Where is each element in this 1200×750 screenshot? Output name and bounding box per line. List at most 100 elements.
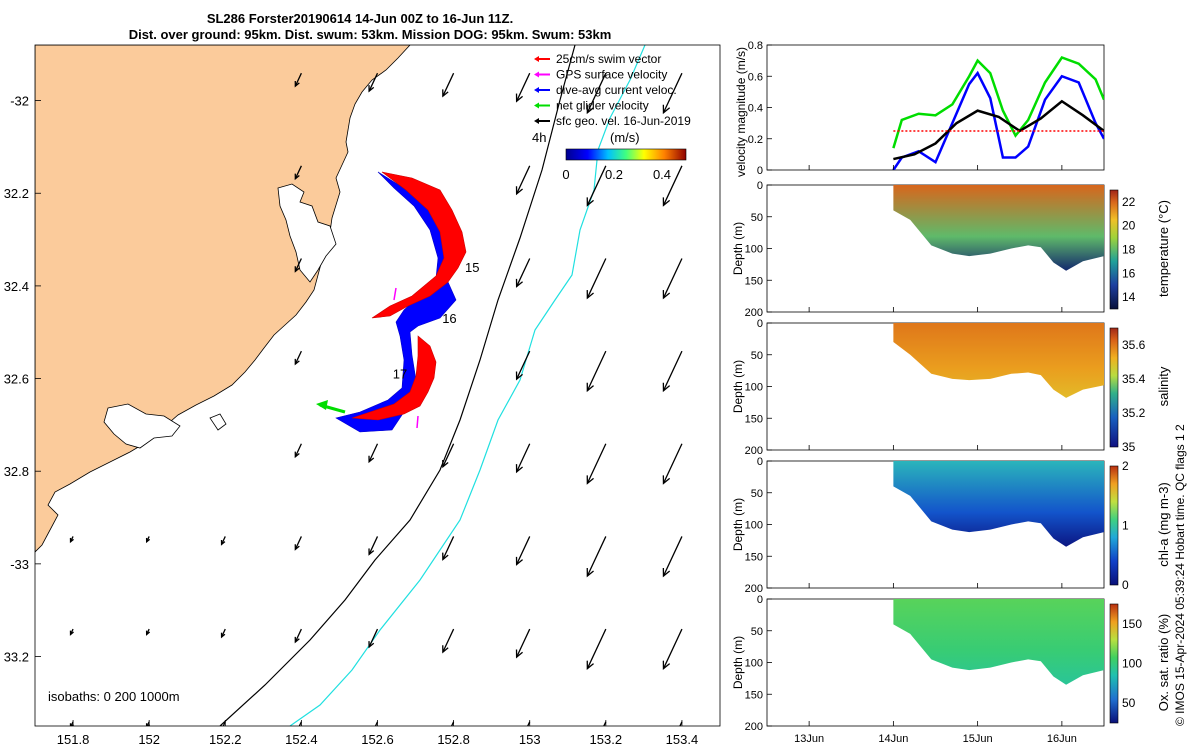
day-label: 17 xyxy=(393,367,407,382)
map-legend: 25cm/s swim vector GPS surface velocitydi… xyxy=(534,52,691,128)
geo-arrow xyxy=(298,721,302,726)
lake-2 xyxy=(103,403,181,449)
geo-arrow xyxy=(294,72,302,87)
geo-arrow xyxy=(586,536,607,577)
velocity-y-tick-label: 0.6 xyxy=(748,71,763,83)
section-y-tick-label: 150 xyxy=(745,413,763,425)
geo-arrowhead xyxy=(515,556,523,566)
section-y-tick-label: 100 xyxy=(745,658,763,670)
colorbar-tick-label: 2 xyxy=(1122,459,1129,473)
velocity-y-tick-label: 0 xyxy=(757,165,763,177)
geo-arrow xyxy=(516,628,531,658)
section-ylabel: Depth (m) xyxy=(731,222,745,275)
geo-arrow xyxy=(586,443,607,484)
geo-arrowhead xyxy=(662,290,671,300)
map-y-tick-label: -32 xyxy=(10,94,29,109)
colorbar-tick-label: 35.4 xyxy=(1122,372,1146,386)
geo-arrow xyxy=(368,536,379,555)
geo-arrowhead xyxy=(368,548,375,556)
section-ylabel: Depth (m) xyxy=(731,498,745,551)
legend-swatch-head xyxy=(534,102,539,109)
legend-label: sfc geo. vel. 16-Jun-2019 xyxy=(556,114,691,128)
velocity-series-line xyxy=(892,70,1104,170)
legend-label: 25cm/s swim vector xyxy=(556,52,661,66)
geo-arrow xyxy=(516,72,531,102)
geo-arrowhead xyxy=(515,649,523,659)
map-y-tick-label: 32.4 xyxy=(4,279,29,294)
geo-arrowhead xyxy=(442,89,449,98)
geo-arrowhead xyxy=(368,455,375,464)
geo-arrowhead xyxy=(69,723,74,726)
geo-arrowhead xyxy=(515,464,523,474)
geo-arrowhead xyxy=(662,475,671,485)
geo-arrowhead xyxy=(586,104,594,115)
section-y-tick-label: 0 xyxy=(757,180,763,192)
day-label: 15 xyxy=(465,260,479,275)
section-y-tick-label: 200 xyxy=(745,583,763,595)
colorbar-tick-label: 0 xyxy=(1122,578,1129,592)
section-y-tick-label: 50 xyxy=(751,212,763,224)
footer-credit: © IMOS 15-Apr-2024 05:39:24 Hobart time.… xyxy=(1173,424,1187,726)
geo-arrow xyxy=(442,72,455,97)
section-y-tick-label: 0 xyxy=(757,318,763,330)
gps-velocity-arrow-1 xyxy=(393,287,397,301)
geo-arrow xyxy=(294,165,302,180)
colorbar-label: salinity xyxy=(1156,366,1171,406)
geo-arrow xyxy=(662,536,683,577)
geo-arrow xyxy=(586,165,607,206)
colorbar-tick-label: 20 xyxy=(1122,219,1136,233)
map-x-tick-label: 152.2 xyxy=(209,732,242,747)
velocity-y-tick-label: 0.8 xyxy=(748,40,763,52)
geo-arrow xyxy=(146,721,150,726)
section-y-tick-label: 150 xyxy=(745,275,763,287)
geo-arrow xyxy=(586,258,607,299)
section-y-tick-label: 0 xyxy=(757,594,763,606)
map-y-tick-label: 32.6 xyxy=(4,372,29,387)
geo-arrowhead xyxy=(294,173,300,181)
geo-arrow xyxy=(294,628,302,643)
glider-track-swim-band xyxy=(351,171,467,421)
section-y-tick-label: 200 xyxy=(745,721,763,733)
geo-arrow xyxy=(662,628,683,669)
velocity-y-tick-label: 0.2 xyxy=(748,134,763,146)
colorbar-tick-label: 18 xyxy=(1122,243,1136,257)
geo-arrow xyxy=(442,443,455,468)
geo-arrowhead xyxy=(515,371,523,381)
section-panel: 0 50 100 150 200 Depth (m) 50 100 150 Ox. sat. ra… xyxy=(731,594,1171,733)
section-y-tick-label: 150 xyxy=(745,689,763,701)
geo-arrowhead xyxy=(586,290,594,300)
legend-swatch-head xyxy=(534,71,539,78)
speed-scale-unit: (m/s) xyxy=(610,130,640,145)
geo-arrow xyxy=(586,350,607,391)
geo-arrowhead xyxy=(662,104,671,115)
time-tick-label: 16Jun xyxy=(1047,733,1077,745)
geo-arrow xyxy=(516,258,531,287)
section-y-tick-label: 50 xyxy=(751,488,763,500)
map-x-tick-label: 152.8 xyxy=(437,732,470,747)
geo-arrowhead xyxy=(515,93,523,103)
velocity-y-tick-label: 0.4 xyxy=(748,103,763,115)
velocity-panel: 0 0.2 0.4 0.6 0.8 velocity magnitude (m/s) xyxy=(734,40,1105,177)
geo-arrow xyxy=(516,536,531,565)
section-y-tick-label: 0 xyxy=(757,456,763,468)
legend-swatch-head xyxy=(534,118,539,124)
geo-arrowhead xyxy=(586,475,594,485)
section-data-area xyxy=(893,599,1104,685)
net-velocity-arrowhead xyxy=(316,400,328,410)
geo-arrow xyxy=(662,258,683,299)
map-x-tick-label: 153 xyxy=(519,732,541,747)
legend-swatch-head xyxy=(534,87,539,93)
speed-colorbar-ticks: 0 0.2 0.4 xyxy=(562,167,671,182)
colorbar-tick-label: 35.6 xyxy=(1122,338,1146,352)
map-panel: isobaths: 0 200 1000m 15 16 17 151.8 152 152… xyxy=(4,44,721,747)
section-y-tick-label: 200 xyxy=(745,445,763,457)
map-x-tick-label: 152.6 xyxy=(361,732,394,747)
colorbar-tick-label: 1 xyxy=(1122,519,1129,533)
colorbar-tick-label: 150 xyxy=(1122,617,1142,631)
section-panel: 0 50 100 150 200 Depth (m) 14 16 18 20 22 temperatu… xyxy=(731,180,1171,319)
section-data-area xyxy=(893,185,1104,271)
section-y-tick-label: 100 xyxy=(745,520,763,532)
colorbar-label: chl-a (mg m-3) xyxy=(1156,482,1171,567)
colorbar-tick-label: 14 xyxy=(1122,290,1136,304)
